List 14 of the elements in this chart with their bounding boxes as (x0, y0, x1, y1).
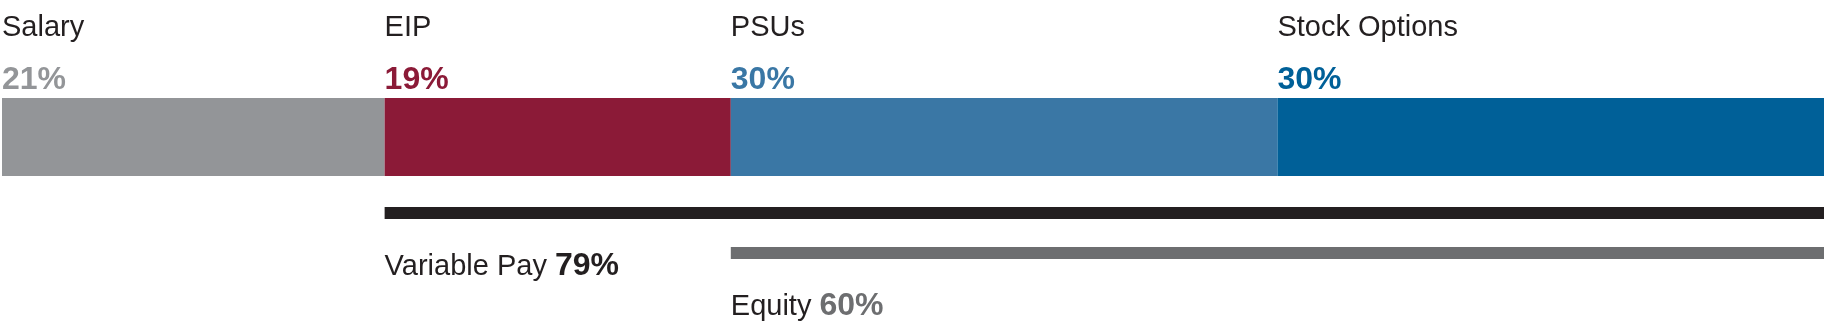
bar (384, 98, 731, 176)
text: Variable Pay 79% (384, 246, 620, 282)
bar (1277, 98, 1824, 176)
series-label: Stock Options (1277, 10, 1458, 42)
bar (730, 98, 1278, 176)
series-label: PSUs (730, 10, 805, 42)
data-label: 30% (1277, 60, 1342, 96)
bar (2, 98, 385, 176)
data-label: 19% (384, 60, 449, 96)
data-label: 30% (730, 60, 795, 96)
text: Equity 60% (730, 286, 884, 322)
series-label: EIP (384, 10, 432, 42)
data-label: 21% (2, 60, 67, 96)
series-label: Salary (2, 10, 85, 42)
